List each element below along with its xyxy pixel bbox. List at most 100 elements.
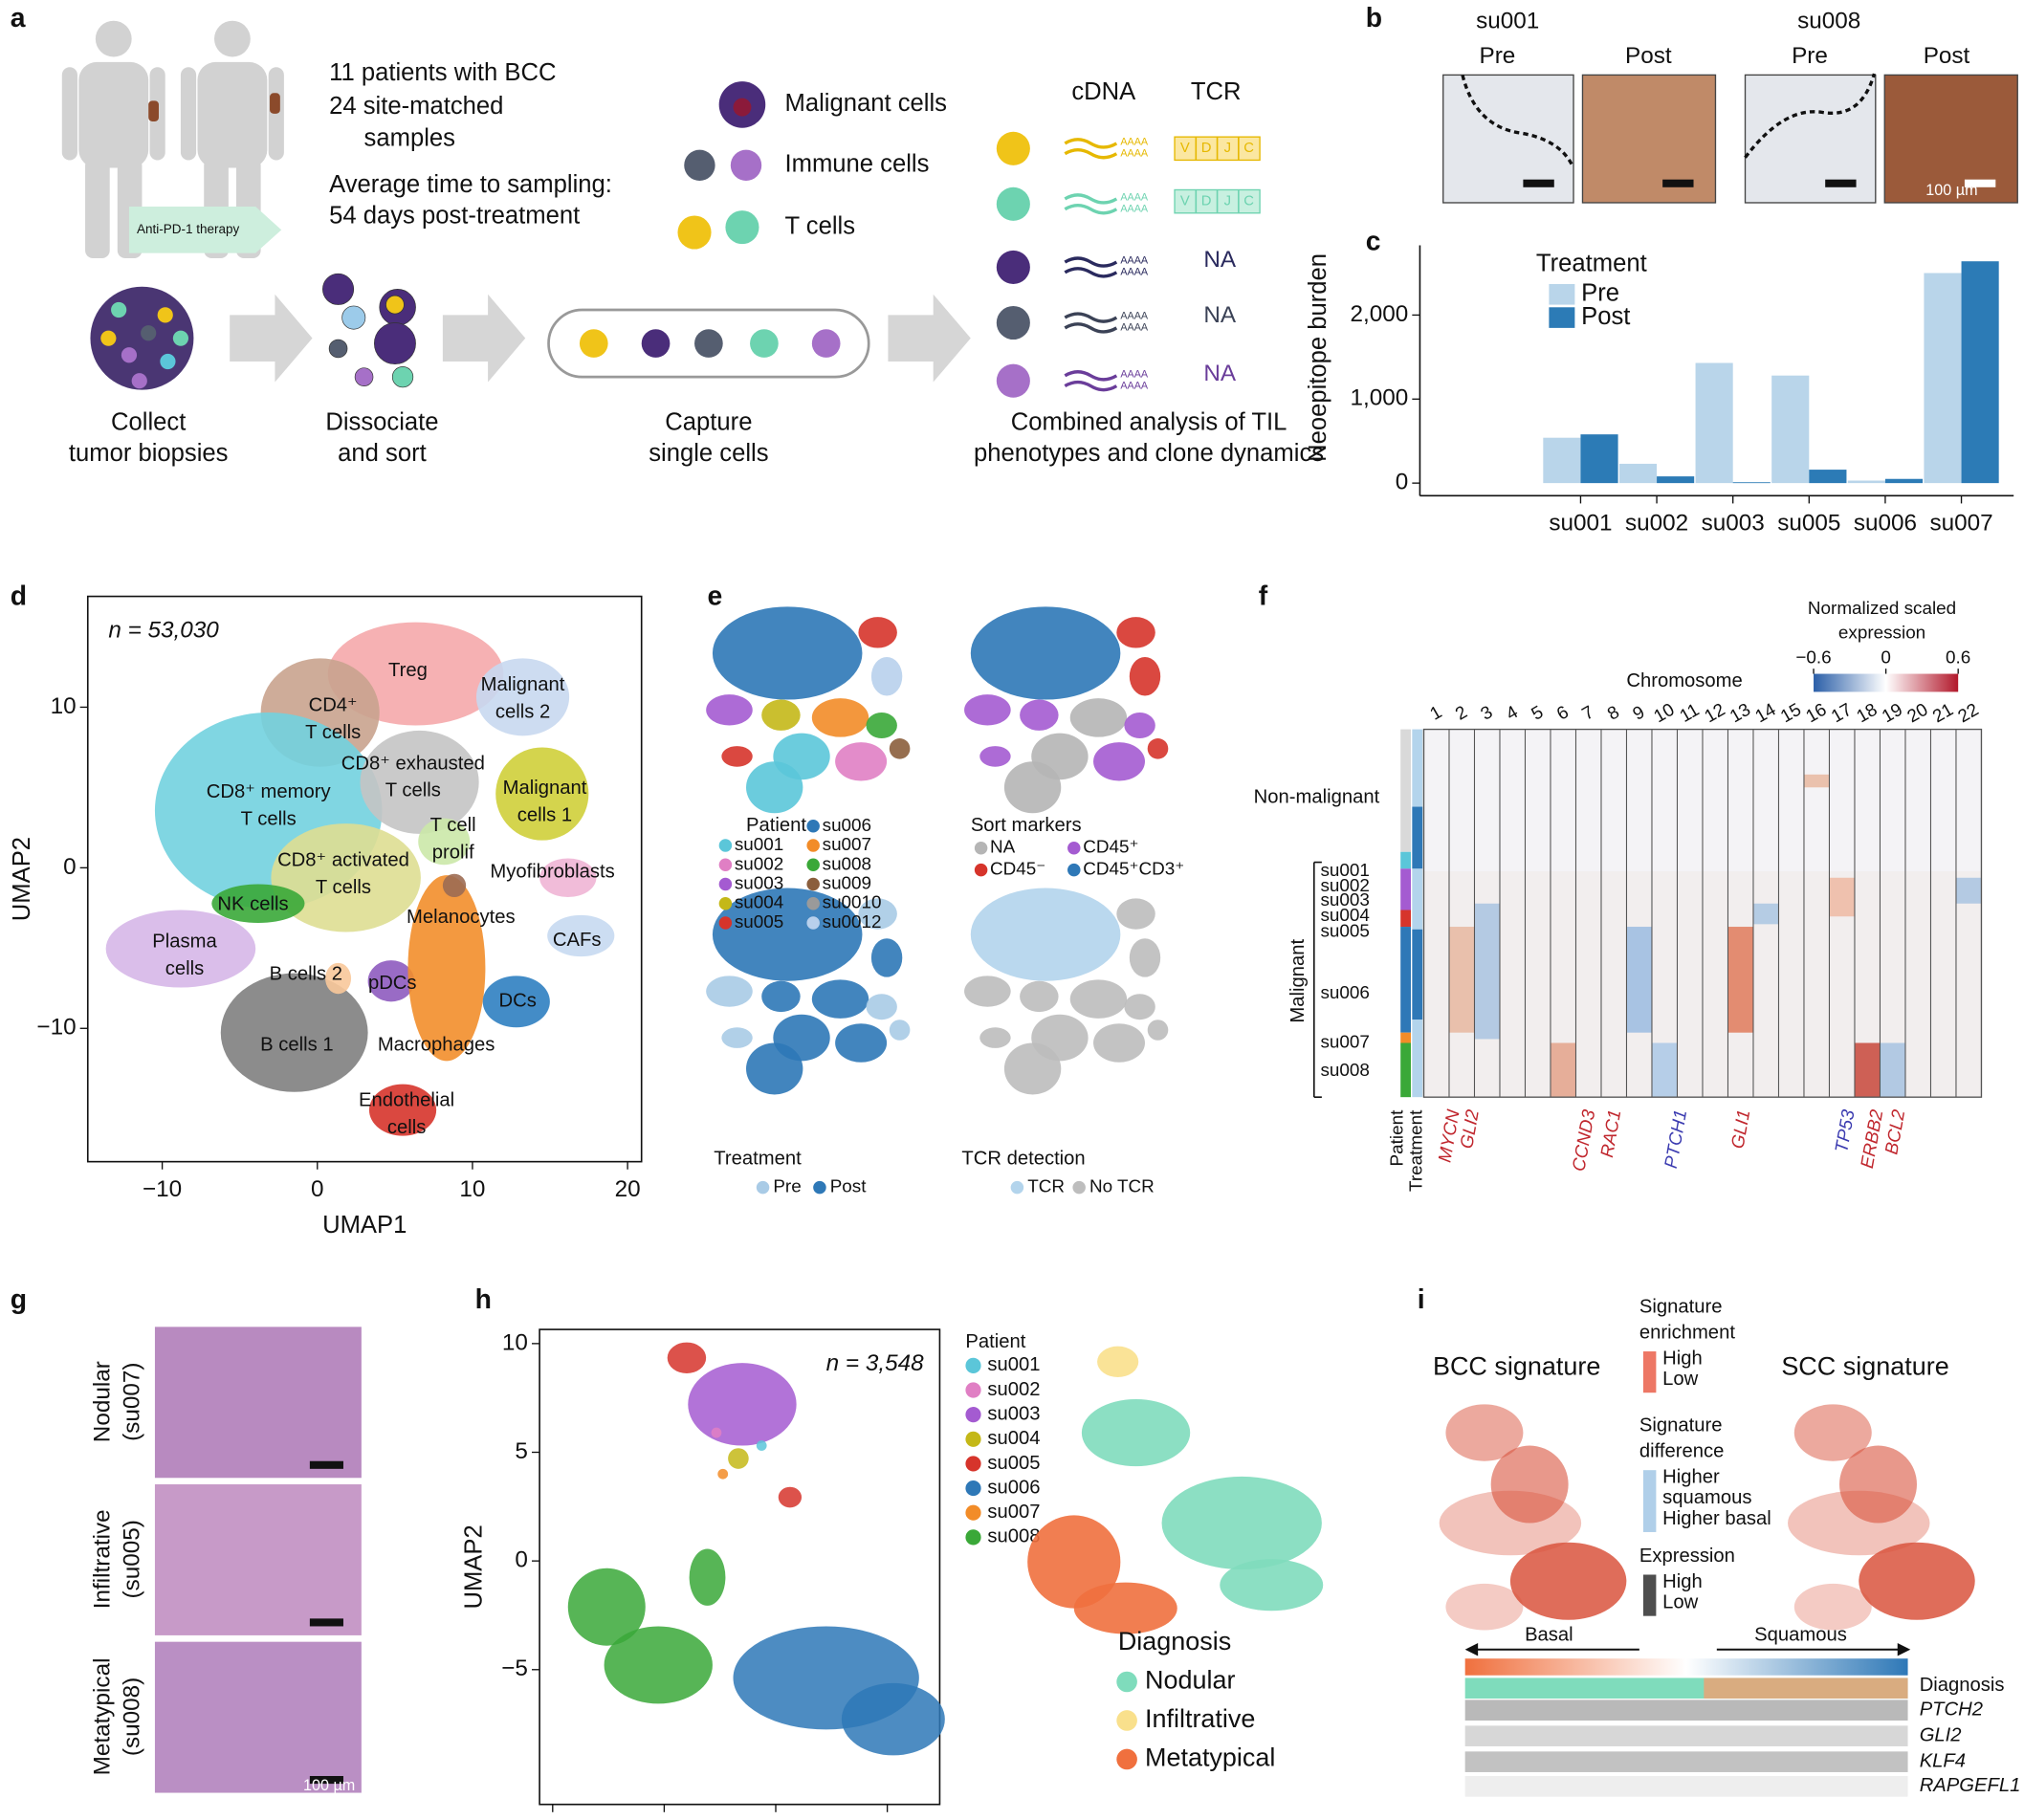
legend-swatch: [1116, 1748, 1137, 1770]
cluster-blob: [728, 1448, 749, 1469]
treatment-track: [1412, 729, 1423, 807]
silhouette: [95, 20, 132, 57]
silhouette: [180, 67, 197, 161]
cluster-blob: [889, 738, 911, 759]
x-axis-title: UMAP1: [322, 1212, 407, 1239]
label: su005: [1320, 921, 1369, 941]
legend-swatch: [806, 897, 820, 910]
cluster-blob: [964, 694, 1011, 726]
lesion: [148, 100, 159, 121]
label: su008: [1320, 1061, 1369, 1081]
signature-blob: [1490, 1445, 1569, 1524]
cluster-blob: [271, 823, 421, 932]
label: Signature: [1639, 1296, 1723, 1317]
label: TCR: [1191, 78, 1242, 105]
legend-swatch: [965, 1456, 981, 1472]
cluster-blob: [604, 1626, 713, 1704]
cell-icon: [354, 367, 374, 386]
scale-bar: [309, 1618, 343, 1627]
x-tick-label: 0: [311, 1176, 324, 1202]
cdna-strand: [1064, 370, 1118, 382]
label: BCC signature: [1433, 1352, 1600, 1381]
label: su003: [1320, 890, 1369, 910]
heatmap-band: [1550, 1042, 1576, 1098]
label: Diagnosis: [1920, 1675, 2005, 1696]
label: 16: [1803, 700, 1831, 728]
legend-label: NA: [990, 838, 1016, 858]
legend-swatch: [965, 1382, 981, 1398]
legend-label: su009: [823, 873, 871, 893]
legend-swatch: [806, 820, 820, 833]
cluster-blob: [547, 914, 615, 957]
legend-label: No TCR: [1089, 1177, 1155, 1197]
cluster-blob: [721, 1027, 753, 1048]
legend-swatch: [965, 1431, 981, 1447]
cluster-blob: [1073, 1582, 1177, 1634]
cell-icon: [341, 305, 366, 330]
cluster-blob: [835, 1023, 888, 1063]
cluster-blob: [367, 960, 415, 1002]
label: Post: [1924, 43, 1970, 69]
silhouette: [61, 67, 77, 161]
cluster-label: prolif: [432, 842, 474, 863]
treatment-track: [1412, 1020, 1423, 1098]
plot-frame: [86, 595, 643, 1163]
y-tick-label: 0: [63, 854, 77, 880]
legend-label: Post: [830, 1177, 868, 1197]
legend-label: su007: [823, 835, 871, 855]
label: su007: [1320, 1032, 1369, 1052]
cluster-blob: [866, 994, 897, 1020]
tumor-cell: [121, 347, 138, 363]
tumor-boundary: [1744, 73, 1877, 159]
cluster-blob: [418, 818, 471, 866]
x-tick-label: −10: [143, 1176, 182, 1202]
label: Patient: [746, 815, 806, 836]
cluster-blob: [1147, 1020, 1169, 1041]
label: Collect: [111, 409, 186, 436]
legend-swatch: [1010, 1180, 1024, 1195]
cluster-label: NK cells: [217, 893, 288, 914]
silhouette: [214, 20, 251, 57]
label: 15: [1777, 700, 1805, 728]
label: su008: [1797, 8, 1860, 33]
label: Basal: [1525, 1624, 1573, 1645]
cluster-label: pDCs: [368, 973, 417, 994]
cluster-blob: [689, 1548, 726, 1606]
tumor-cell: [131, 373, 147, 389]
scale-bar: [309, 1460, 343, 1469]
legend-label: su004: [987, 1428, 1040, 1449]
label: V: [1180, 141, 1190, 156]
label: ERBB2: [1858, 1107, 1888, 1170]
label: RAPGEFL1: [1920, 1775, 2021, 1796]
cluster-blob: [688, 1363, 797, 1446]
cluster-blob: [407, 875, 486, 1062]
cell-icon: [725, 210, 759, 245]
label: Squamous: [1754, 1624, 1847, 1645]
label: NA: [1203, 247, 1237, 273]
diagnosis-track: [1704, 1677, 1908, 1699]
cell-icon: [322, 273, 355, 305]
heatmap-band: [1474, 903, 1500, 1040]
cluster-blob: [841, 1682, 945, 1756]
label: 0.6: [1946, 647, 1970, 668]
label: PTCH1: [1661, 1108, 1691, 1171]
cluster-blob: [1003, 761, 1062, 814]
histology-image: [154, 1327, 362, 1479]
label: High: [1662, 1348, 1703, 1369]
arrow-head: [1464, 1643, 1479, 1656]
cluster-blob: [870, 657, 903, 696]
label: Higher: [1662, 1467, 1720, 1488]
label: GLI1: [1728, 1108, 1755, 1151]
signature-blob: [1445, 1404, 1524, 1461]
label: Chromosome: [1626, 670, 1742, 691]
label: D: [1201, 194, 1212, 209]
x-tick-label: −4: [651, 1819, 678, 1820]
label: AAAA: [1120, 136, 1149, 147]
cluster-blob: [495, 747, 589, 841]
cdna-strand: [1064, 322, 1118, 334]
legend-label: CD45⁺CD3⁺: [1083, 860, 1184, 880]
legend-label: su001: [735, 835, 783, 855]
legend-swatch: [965, 1480, 981, 1497]
